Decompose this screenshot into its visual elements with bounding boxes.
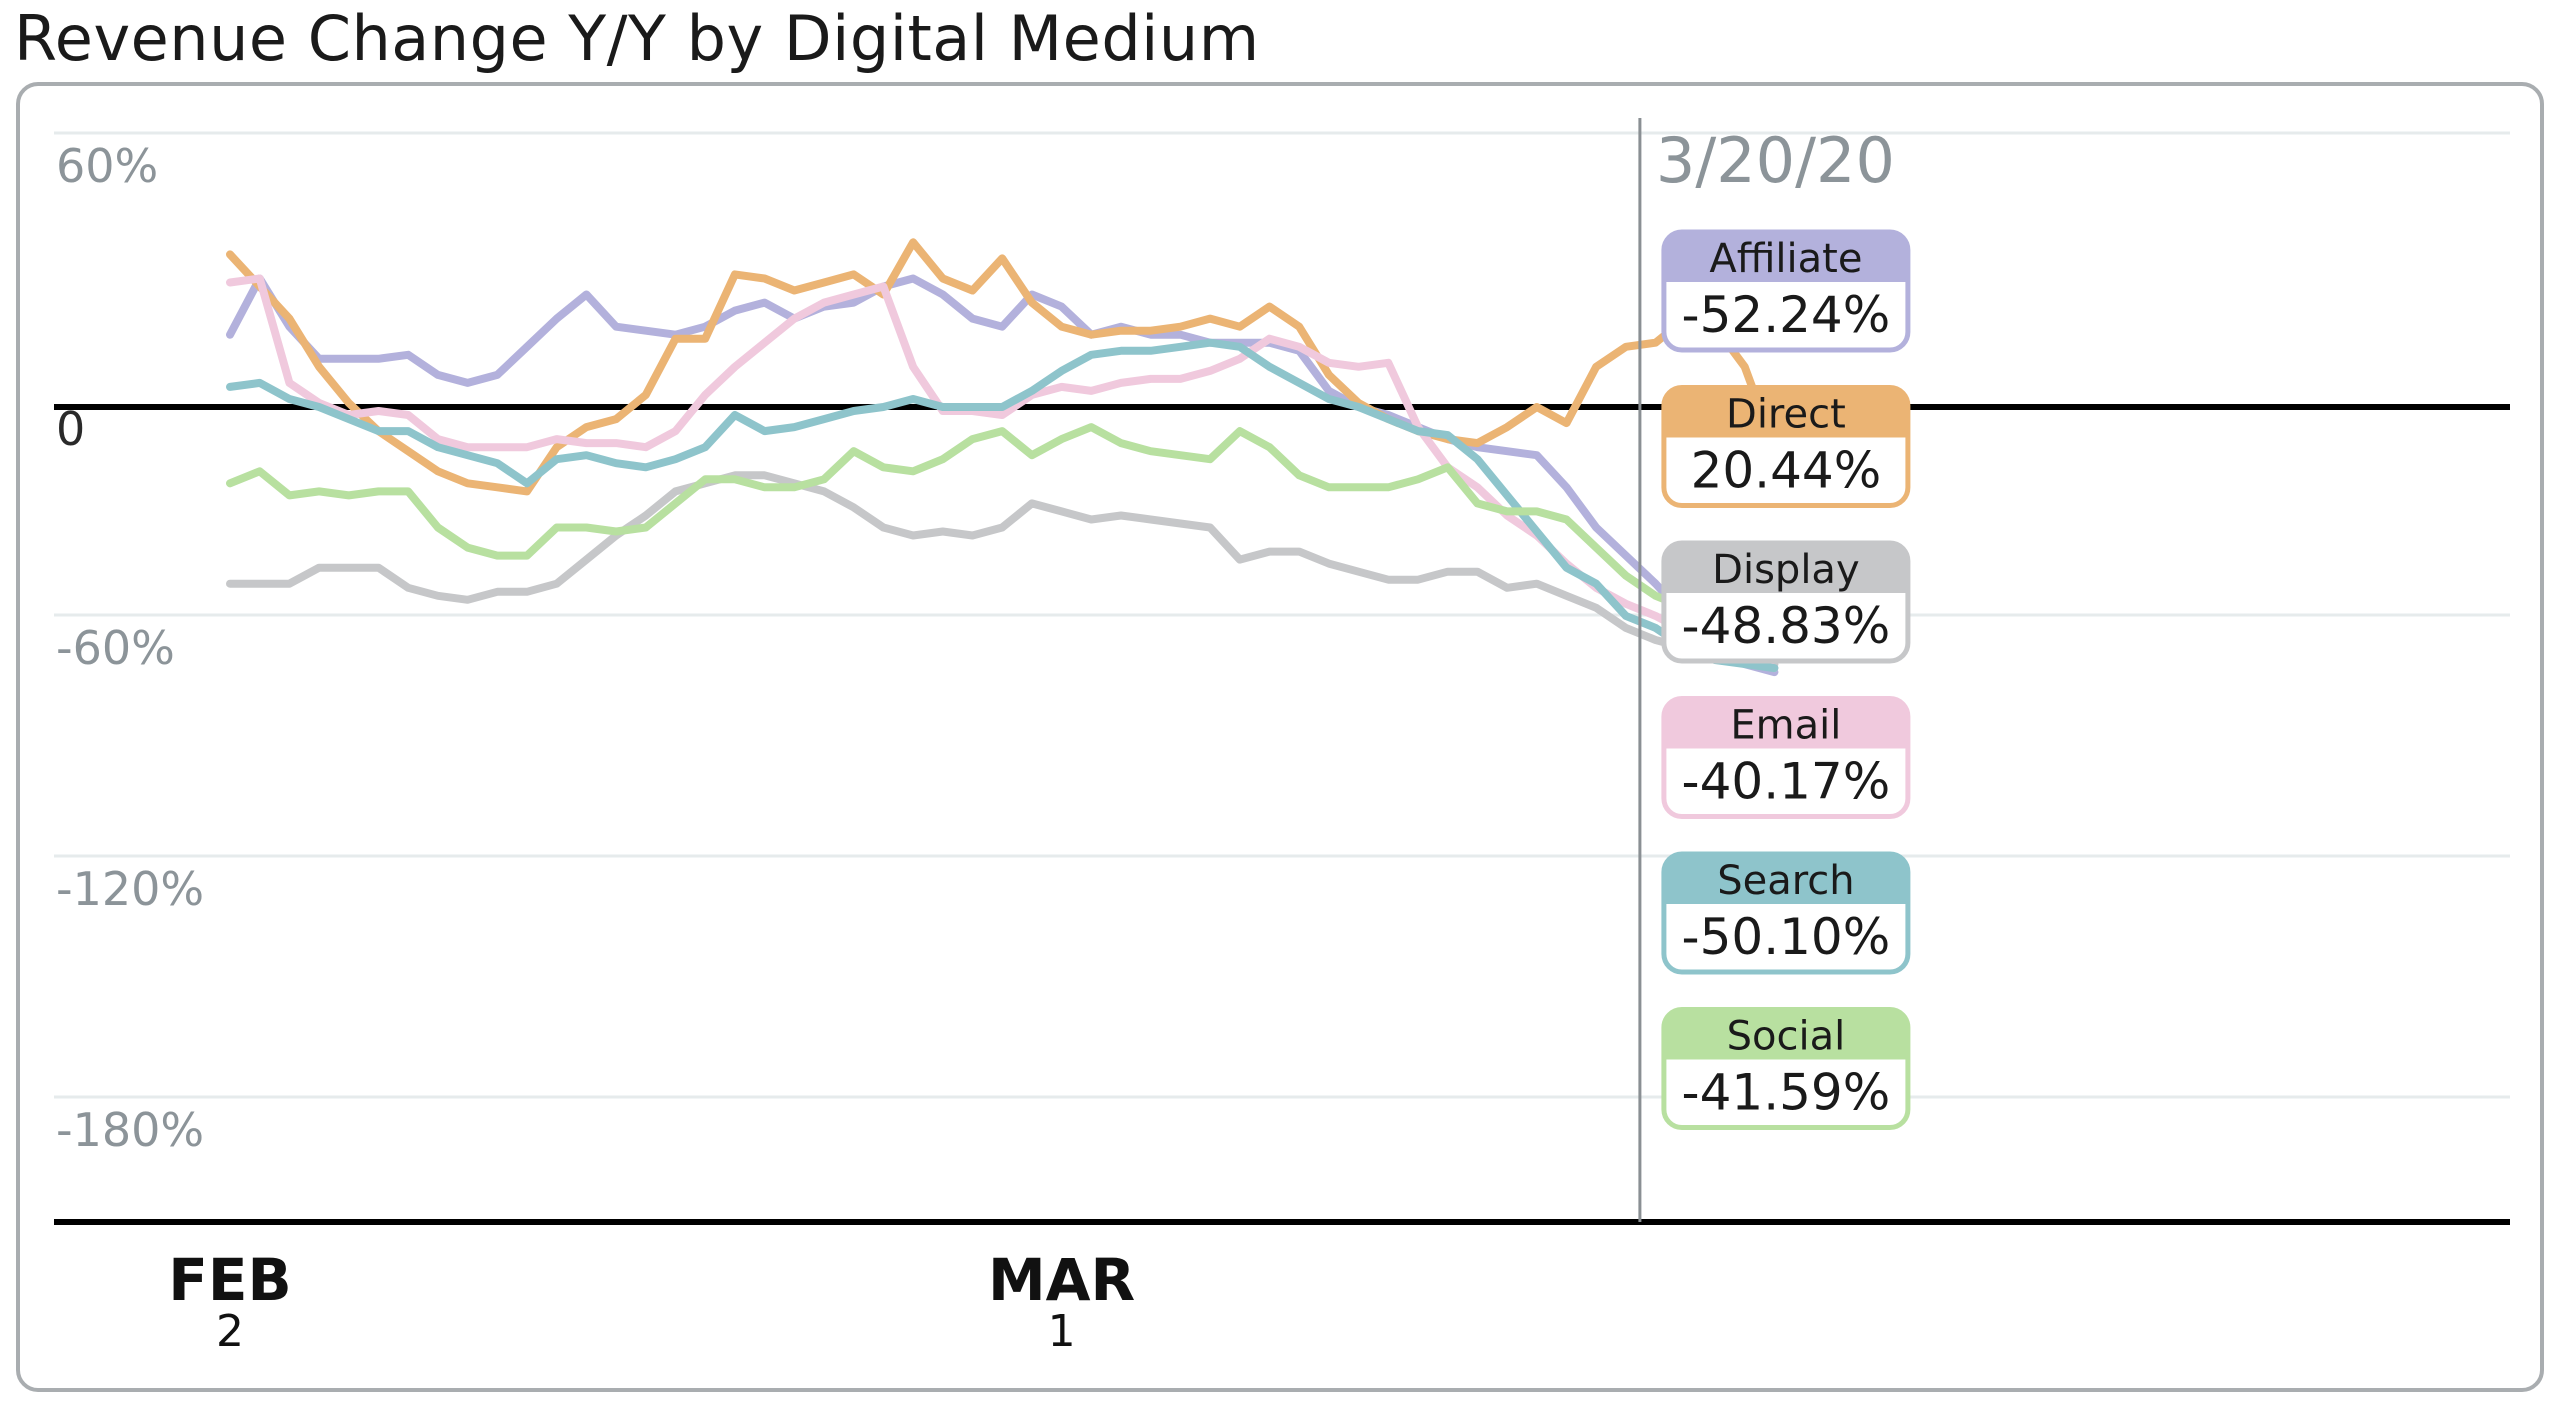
date-cursor: 3/20/20 bbox=[1638, 118, 1895, 1222]
x-tick-month: FEB bbox=[168, 1246, 291, 1314]
tag-series-value: 20.44% bbox=[1691, 442, 1882, 500]
series-line-email bbox=[226, 274, 1779, 673]
y-tick-label: 0 bbox=[56, 402, 85, 456]
series-line-social bbox=[226, 423, 1779, 660]
gridlines bbox=[54, 131, 2510, 1099]
series-line-affiliate bbox=[226, 274, 1779, 677]
x-tick-day: 1 bbox=[1048, 1306, 1076, 1357]
y-tick-label: 60% bbox=[56, 139, 158, 193]
tag-header bbox=[1663, 698, 1908, 749]
tag-series-value: -52.24% bbox=[1682, 286, 1891, 344]
tag-header bbox=[1663, 232, 1908, 282]
tag-series-name: Direct bbox=[1726, 392, 1846, 438]
tag-header bbox=[1663, 387, 1908, 438]
tag-series-name: Social bbox=[1727, 1014, 1846, 1060]
tag-series-value: -50.10% bbox=[1682, 908, 1891, 966]
y-tick-label: -120% bbox=[56, 862, 204, 916]
value-tag-affiliate: Affiliate-52.24% bbox=[1661, 229, 1911, 353]
tag-series-value: -48.83% bbox=[1682, 597, 1891, 655]
tag-series-name: Affiliate bbox=[1709, 236, 1862, 282]
series-line-search bbox=[226, 338, 1779, 673]
y-tick-label: -180% bbox=[56, 1103, 204, 1157]
series-line-direct bbox=[226, 238, 1779, 496]
y-tick-label: -60% bbox=[56, 621, 175, 675]
tag-series-name: Search bbox=[1717, 858, 1854, 904]
tag-series-value: -41.59% bbox=[1682, 1064, 1891, 1122]
tag-series-name: Display bbox=[1712, 547, 1859, 593]
tag-header bbox=[1663, 543, 1908, 593]
tag-series-value: -40.17% bbox=[1682, 753, 1891, 811]
x-tick-day: 2 bbox=[216, 1306, 244, 1357]
value-tag-social: Social-41.59% bbox=[1661, 1007, 1911, 1130]
chart-frame bbox=[16, 82, 2544, 1392]
date-cursor-label: 3/20/20 bbox=[1656, 124, 1895, 197]
y-axis-ticks: 60% 0 -60% -120% -180% bbox=[56, 139, 204, 1157]
tag-series-name: Email bbox=[1730, 703, 1841, 749]
chart-title: Revenue Change Y/Y by Digital Medium bbox=[14, 2, 1260, 75]
value-tag-display: Display-48.83% bbox=[1661, 540, 1911, 664]
x-tick-month: MAR bbox=[988, 1246, 1135, 1314]
series-line-display bbox=[226, 471, 1779, 669]
value-tag-email: Email-40.17% bbox=[1661, 696, 1911, 819]
series-lines bbox=[226, 238, 1779, 677]
tag-header bbox=[1663, 854, 1908, 904]
value-tag-search: Search-50.10% bbox=[1661, 851, 1911, 975]
tag-header bbox=[1663, 1009, 1908, 1060]
